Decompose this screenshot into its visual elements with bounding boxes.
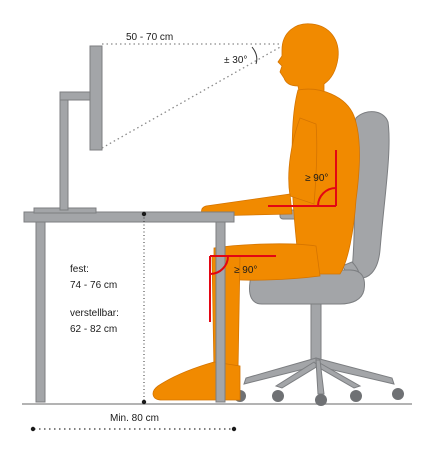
chair-base-leg-center <box>315 359 325 395</box>
sight-lines <box>101 43 283 149</box>
view-angle-label: ± 30° <box>224 55 247 66</box>
desk-leg-right <box>215 221 226 403</box>
knee-angle-marker <box>209 255 276 322</box>
person-head <box>277 23 339 97</box>
monitor-stand <box>59 91 69 211</box>
monitor <box>33 45 103 214</box>
fixed-height-title: fest: <box>70 264 89 275</box>
knee-angle-arc <box>209 255 229 275</box>
monitor-screen <box>89 45 103 151</box>
adjustable-height-value: 62 - 82 cm <box>70 324 117 335</box>
desk <box>23 211 235 403</box>
elbow-angle-marker <box>268 150 337 207</box>
knee-angle-label: ≥ 90° <box>234 265 257 276</box>
chair-caster <box>392 388 404 400</box>
legroom-dot-right <box>231 426 237 432</box>
desk-leg-left <box>35 221 46 403</box>
chair-gas-column <box>310 303 322 361</box>
desk-top <box>23 211 235 223</box>
legroom-dimension <box>30 426 237 432</box>
chair-caster <box>350 390 362 402</box>
adjustable-height-title: verstellbar: <box>70 308 119 319</box>
elbow-angle-label: ≥ 90° <box>305 173 328 184</box>
desk-height-dimension <box>141 211 147 405</box>
legroom-dot-left <box>30 426 36 432</box>
chair-caster <box>315 394 327 406</box>
eye-distance-label: 50 - 70 cm <box>126 32 173 43</box>
monitor-arm <box>59 91 93 101</box>
desk-height-dot-top <box>141 211 147 217</box>
sight-line-bottom <box>101 45 283 149</box>
fixed-height-value: 74 - 76 cm <box>70 280 117 291</box>
desk-height-dot-bottom <box>141 399 147 405</box>
view-angle-arc <box>251 46 258 65</box>
person-foot <box>152 361 241 401</box>
person-upper-arm <box>288 117 318 205</box>
min-legroom-label: Min. 80 cm <box>110 413 159 424</box>
chair-caster <box>272 390 284 402</box>
elbow-angle-arc <box>317 187 337 207</box>
